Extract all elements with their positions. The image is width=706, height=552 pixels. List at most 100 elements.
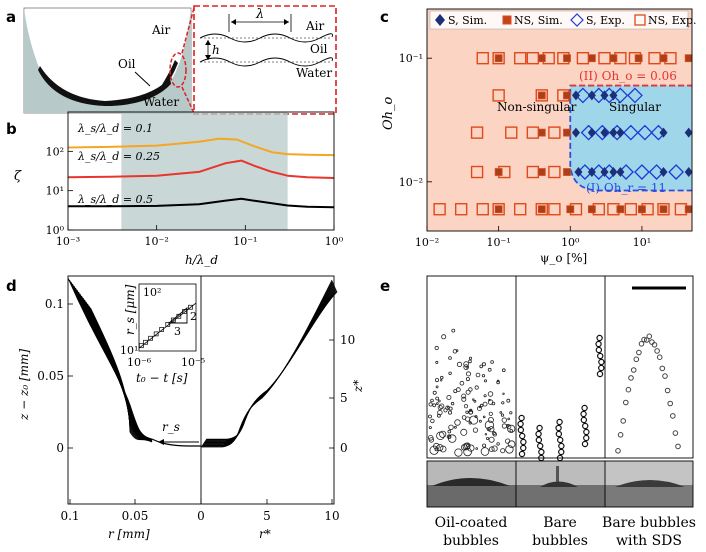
c-point-3-7 [609, 127, 618, 138]
bubble-oil-87 [484, 420, 494, 430]
panel-d-xlabel-left: r [mm] [108, 527, 150, 541]
bubble-oil-12 [473, 399, 477, 403]
bubble-bare-1 [520, 444, 527, 452]
c-xtick-label-2: 10⁰ [561, 236, 580, 249]
bubble-oil-104 [465, 377, 470, 382]
bubble-oil-64 [432, 403, 437, 408]
inset-point-5 [165, 321, 171, 327]
c-ytick-label-0: 10⁻² [399, 176, 423, 189]
bubble-oil-89 [439, 445, 447, 453]
d-xtick-right-label-0: 5 [263, 509, 271, 523]
c-point-0-13 [535, 89, 548, 102]
bubble-oil-46 [427, 434, 434, 441]
bubble-oil-41 [468, 359, 472, 364]
profile-left-base [151, 438, 201, 447]
c-point-3-15 [616, 167, 625, 178]
c-point-3-8 [616, 127, 625, 138]
zoom-ellipse [169, 52, 187, 88]
bubble-bare-22 [583, 434, 590, 442]
bubble-oil-74 [434, 378, 439, 383]
bubble-sds-5 [628, 375, 634, 381]
bubble-sds-9 [638, 341, 645, 347]
c-point-1-20 [638, 205, 646, 214]
bubble-oil-65 [509, 429, 513, 433]
bubble-oil-52 [463, 404, 469, 409]
b-xtick-label-2: 10⁻¹ [233, 235, 257, 248]
c-point-3-16 [659, 167, 668, 178]
inset-fit-line [138, 302, 197, 349]
panel-e-label: e [380, 277, 390, 295]
c-point-3-10 [684, 127, 692, 138]
bubble-bare-17 [557, 436, 564, 444]
bubble-oil-15 [500, 413, 505, 417]
bubble-bare-15 [558, 448, 565, 456]
inset-point-4 [159, 327, 165, 332]
singular-region [569, 84, 692, 192]
c-point-0-35 [657, 203, 670, 216]
bubble-oil-128 [465, 389, 471, 395]
d-ytick-right-label-1: 5 [340, 391, 348, 405]
bubble-oil-88 [450, 401, 455, 406]
c-point-3-3 [609, 90, 618, 101]
water-region [24, 8, 191, 113]
interface-profiles [67, 277, 338, 448]
bubble-oil-114 [475, 447, 479, 450]
bubble-bare-18 [555, 430, 563, 438]
bubble-sds-11 [643, 337, 650, 343]
c-point-1-19 [616, 205, 625, 214]
bubble-oil-101 [448, 356, 452, 360]
bubble-oil-66 [483, 379, 487, 383]
c-xtick-label-0: 10⁻² [415, 236, 439, 249]
bubble-oil-137 [468, 410, 473, 415]
bubble-oil-19 [460, 428, 468, 436]
bubble-sds-8 [636, 349, 642, 356]
bubble-oil-69 [459, 380, 465, 386]
interface-top [199, 33, 333, 43]
bubble-oil-62 [488, 436, 495, 443]
bubble-oil-13 [491, 401, 496, 406]
bubble-oil-126 [465, 416, 471, 422]
c-point-3-17 [684, 167, 692, 178]
bubble-oil-109 [428, 426, 432, 430]
bubble-oil-47 [487, 399, 494, 405]
c-point-2-8 [622, 124, 639, 141]
bubble-oil-108 [428, 414, 432, 419]
bubble-oil-54 [436, 444, 444, 452]
c-point-0-15 [470, 126, 484, 139]
bubble-oil-42 [446, 394, 452, 400]
bubble-oil-102 [454, 448, 463, 457]
bubble-bare-3 [519, 432, 526, 440]
inset-point-6 [170, 317, 176, 323]
bubble-oil-70 [446, 434, 452, 440]
bubble-oil-116 [480, 403, 484, 408]
bubble-oil-27 [430, 398, 434, 403]
bubble-oil-136 [488, 398, 491, 402]
c-point-3-14 [609, 167, 618, 178]
bubble-oil-33 [465, 371, 471, 377]
legend-ns-sim: NS, Sim. [514, 14, 563, 27]
bubble-bare-6 [518, 414, 525, 422]
bubble-bare-32 [595, 346, 603, 354]
bubble-bare-26 [580, 410, 587, 418]
bubble-sds-19 [664, 387, 671, 394]
oil-label: Oil [118, 57, 136, 71]
slope-triangle [167, 307, 188, 324]
bubble-bare-31 [597, 352, 604, 360]
d-ytick-left-label-2: 0.1 [45, 297, 64, 311]
bubble-sds-14 [651, 342, 658, 348]
panel-b: b 10⁻³ 10⁻² 10⁻¹ 10⁰ 10⁰ 10¹ 10² ζ h/λ_d λ_s/λ… [6, 111, 344, 267]
bubble-oil-36 [482, 443, 487, 448]
bubble-bare-19 [555, 424, 562, 432]
bubble-sds-2 [620, 418, 627, 424]
bubble-bare-34 [596, 334, 603, 342]
bubble-oil-75 [448, 406, 453, 411]
c-point-2-4 [627, 87, 643, 104]
bubble-oil-107 [482, 415, 486, 419]
c-point-3-2 [600, 90, 609, 101]
c-point-1-12 [494, 168, 503, 176]
panel-c-xlabel: ψ_o [%] [540, 251, 587, 265]
c-point-0-24 [454, 203, 468, 216]
series-line-1 [68, 159, 334, 179]
legend-s-exp-marker [570, 13, 584, 27]
